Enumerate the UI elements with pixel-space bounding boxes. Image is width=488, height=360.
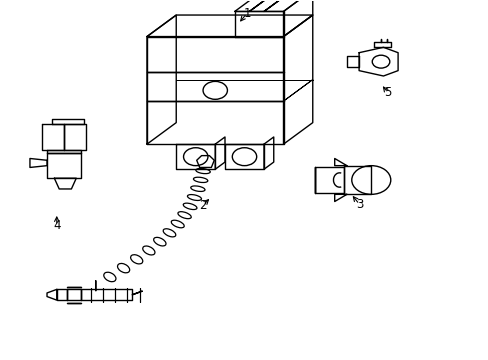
Text: 3: 3 (355, 198, 363, 211)
Text: 1: 1 (243, 7, 250, 20)
Text: 5: 5 (383, 86, 390, 99)
Text: 2: 2 (199, 199, 206, 212)
Text: 4: 4 (53, 219, 61, 233)
